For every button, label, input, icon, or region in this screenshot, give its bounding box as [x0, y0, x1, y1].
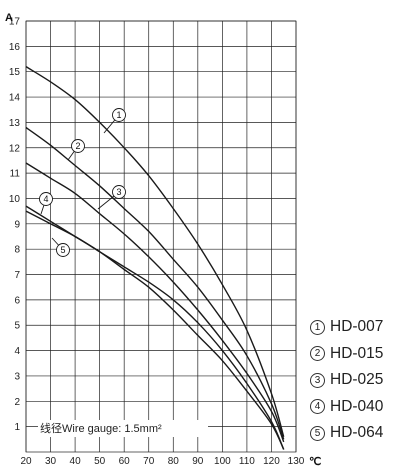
legend-marker: 2: [310, 346, 325, 362]
y-tick-label: 14: [9, 93, 21, 104]
legend-label: HD-064: [330, 424, 384, 442]
y-tick-label: 4: [14, 346, 20, 357]
curves: [25, 66, 285, 450]
legend-marker: 3: [310, 372, 325, 388]
x-tick-label: 110: [239, 456, 255, 467]
legend-label: HD-025: [330, 371, 384, 389]
curve-markers: 1 2 3 4 5: [39, 108, 126, 257]
tick-labels: 20 30 40 50 60 70 80 90 100 110 120 130123456789101…: [9, 17, 305, 468]
y-tick-label: 13: [9, 118, 21, 129]
y-tick-label: 17: [9, 17, 21, 28]
y-tick-label: 15: [9, 67, 21, 78]
curve-marker-circle: [112, 108, 126, 122]
y-tick-label: 3: [14, 371, 20, 382]
legend-label: HD-015: [330, 344, 384, 362]
curve-marker-circle: [71, 139, 85, 153]
legend-marker: 1: [310, 319, 325, 335]
curve-marker-number: 2: [75, 141, 80, 151]
x-tick-label: 120: [263, 456, 280, 467]
series-line-2: [25, 126, 285, 440]
y-tick-label: 6: [14, 295, 20, 306]
legend: 1 HD-007 2 HD-015 3 HD-025 4 HD-040 5 HD-064: [310, 314, 407, 447]
legend-item: 4 HD-040: [310, 394, 407, 421]
curve-marker-circle: [56, 243, 70, 257]
legend-item: 1 HD-007: [310, 314, 407, 341]
legend-label: HD-007: [330, 318, 384, 336]
legend-marker: 5: [310, 425, 325, 441]
y-tick-label: 7: [14, 270, 20, 281]
y-tick-label: 5: [14, 321, 20, 332]
grid: [25, 20, 297, 453]
x-tick-label: 70: [143, 456, 155, 467]
y-tick-label: 11: [10, 169, 21, 180]
plot-frame: [25, 20, 297, 453]
wire-gauge-note: 线径Wire gauge: 1.5mm²: [40, 421, 162, 435]
series-line-3: [25, 162, 285, 443]
curve-marker-number: 1: [116, 110, 121, 120]
y-tick-label: 12: [9, 143, 21, 154]
series-line-5: [25, 210, 285, 450]
x-tick-label: 130: [288, 456, 305, 467]
x-tick-label: 60: [119, 456, 131, 467]
y-tick-label: 10: [9, 194, 21, 205]
y-tick-label: 8: [14, 245, 20, 256]
legend-marker: 4: [310, 399, 325, 415]
x-tick-label: 40: [70, 456, 82, 467]
x-tick-label: 30: [45, 456, 57, 467]
x-tick-label: 100: [214, 456, 231, 467]
legend-item: 5 HD-064: [310, 420, 407, 447]
annotation-background: [38, 420, 208, 437]
legend-item: 3 HD-025: [310, 367, 407, 394]
y-tick-label: 9: [14, 219, 20, 230]
legend-item: 2 HD-015: [310, 341, 407, 368]
legend-label: HD-040: [330, 397, 384, 415]
x-tick-label: 80: [168, 456, 180, 467]
curve-marker-circle: [39, 192, 53, 206]
y-axis-unit: A: [5, 12, 13, 24]
x-axis-unit: ℃: [309, 456, 321, 468]
curve-marker-number: 4: [43, 194, 48, 204]
x-tick-label: 90: [192, 456, 204, 467]
curve-marker-number: 5: [60, 245, 65, 255]
curve-marker-number: 3: [116, 187, 121, 197]
curve-marker-circle: [112, 185, 126, 199]
y-tick-label: 2: [14, 397, 20, 408]
x-tick-label: 50: [94, 456, 106, 467]
series-line-1: [25, 66, 285, 437]
y-tick-label: 1: [14, 422, 20, 433]
x-tick-label: 20: [20, 456, 32, 467]
y-tick-label: 16: [9, 42, 21, 53]
